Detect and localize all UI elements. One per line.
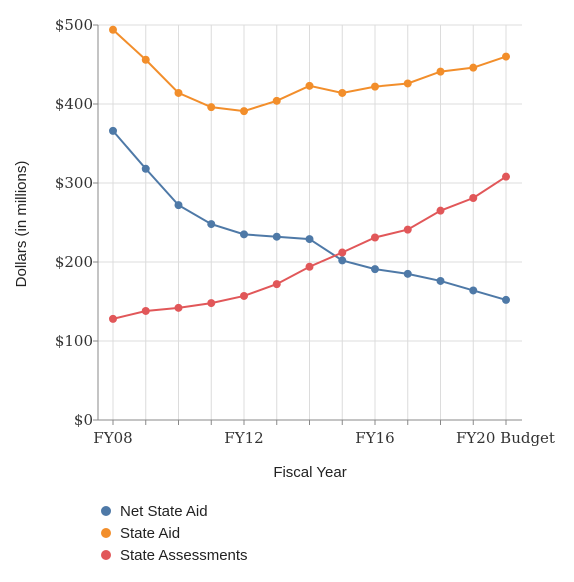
data-point (502, 295, 510, 304)
data-point (502, 172, 510, 181)
data-point (240, 107, 248, 116)
x-tick-label: FY20 Budget (456, 429, 555, 447)
data-point (109, 25, 117, 34)
y-axis-ticks: $0 $100 $200 $300 $400 $500 (55, 16, 98, 429)
y-tick-label: $300 (55, 174, 93, 192)
data-point (436, 206, 445, 215)
data-point (338, 248, 347, 257)
legend-label: State Assessments (120, 547, 248, 564)
x-axis-ticks: FY08 FY12 FY16 FY20 Budget (93, 420, 555, 447)
legend-swatch (101, 506, 111, 516)
data-point (436, 67, 445, 76)
series-layer (109, 25, 510, 323)
data-point (305, 262, 314, 271)
y-tick-label: $0 (74, 411, 93, 429)
y-tick-label: $400 (55, 95, 93, 113)
data-point (141, 306, 150, 315)
x-tick-label: FY12 (224, 429, 263, 447)
x-axis-title: Fiscal Year (273, 464, 346, 481)
data-point (403, 79, 412, 88)
y-tick-label: $200 (55, 253, 93, 271)
data-point (502, 52, 510, 61)
data-point (436, 276, 445, 285)
data-point (272, 280, 281, 289)
data-point (305, 81, 314, 90)
data-point (141, 164, 150, 173)
legend-swatch (101, 528, 111, 538)
data-point (174, 201, 183, 210)
grid-lines (98, 24, 522, 420)
data-point (469, 286, 478, 295)
data-point (469, 194, 478, 203)
series-state-assessments (109, 172, 510, 323)
data-point (272, 232, 281, 241)
legend-label: Net State Aid (120, 503, 208, 520)
data-point (403, 225, 412, 234)
legend-swatch (101, 550, 111, 560)
data-point (109, 126, 117, 135)
legend: Net State Aid State Aid State Assessments (101, 503, 248, 564)
data-point (207, 220, 216, 229)
data-point (272, 96, 281, 105)
series-net-state-aid (109, 126, 510, 304)
data-point (240, 230, 248, 239)
legend-label: State Aid (120, 525, 180, 542)
data-point (338, 256, 347, 265)
data-point (174, 303, 183, 312)
data-point (240, 291, 248, 300)
data-point (403, 269, 412, 278)
y-axis-title: Dollars (in millions) (13, 161, 30, 288)
data-point (174, 88, 183, 97)
data-point (338, 88, 347, 97)
data-point (371, 233, 379, 242)
data-point (371, 82, 379, 91)
x-tick-label: FY16 (355, 429, 394, 447)
data-point (305, 235, 314, 244)
data-point (109, 314, 117, 323)
data-point (207, 299, 216, 308)
data-point (207, 103, 216, 112)
data-point (371, 265, 379, 274)
series-state-aid (109, 25, 510, 116)
data-point (469, 63, 478, 72)
y-tick-label: $100 (55, 332, 93, 350)
y-tick-label: $500 (55, 16, 93, 34)
data-point (141, 55, 150, 64)
x-tick-label: FY08 (93, 429, 132, 447)
